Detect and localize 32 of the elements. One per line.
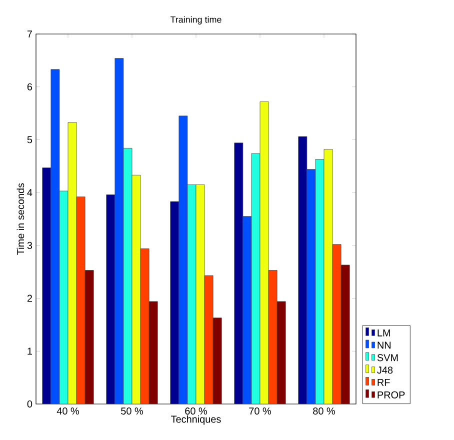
bar: [298, 136, 308, 404]
bar: [170, 201, 180, 404]
legend-label: LM: [378, 329, 390, 336]
y-tick-label: 7: [27, 30, 32, 38]
x-axis-title: Techniques: [171, 415, 221, 425]
x-tick-label: 70 %: [249, 408, 271, 415]
y-axis-title: Time in seconds: [16, 183, 24, 255]
y-tick-label: 6: [27, 83, 32, 90]
legend-label: J48: [377, 366, 393, 374]
bar: [234, 142, 244, 404]
bar: [42, 168, 51, 404]
bar: [340, 264, 350, 404]
x-tick-label: 80 %: [313, 408, 335, 415]
y-tick-label: 5: [27, 136, 32, 144]
x-tick-label: 40 %: [56, 408, 79, 415]
legend-label: PROP: [378, 391, 405, 398]
y-tick-label: 1: [28, 348, 32, 355]
y-tick-label: 3: [27, 242, 32, 249]
legend-label: SVM: [377, 354, 398, 362]
bar: [212, 318, 222, 404]
legend-label: NN: [378, 342, 391, 349]
bar: [148, 301, 158, 404]
bar: [106, 194, 116, 404]
bar: [85, 270, 94, 404]
x-tick-label: 50 %: [121, 408, 143, 415]
bar: [276, 301, 286, 404]
x-tick-label: 60 %: [185, 408, 207, 415]
y-tick-label: 0: [27, 400, 32, 408]
legend-label: RF: [378, 379, 390, 386]
chart-title: Training time: [170, 16, 222, 24]
y-tick-label: 4: [27, 189, 32, 196]
y-tick-label: 2: [27, 294, 32, 302]
